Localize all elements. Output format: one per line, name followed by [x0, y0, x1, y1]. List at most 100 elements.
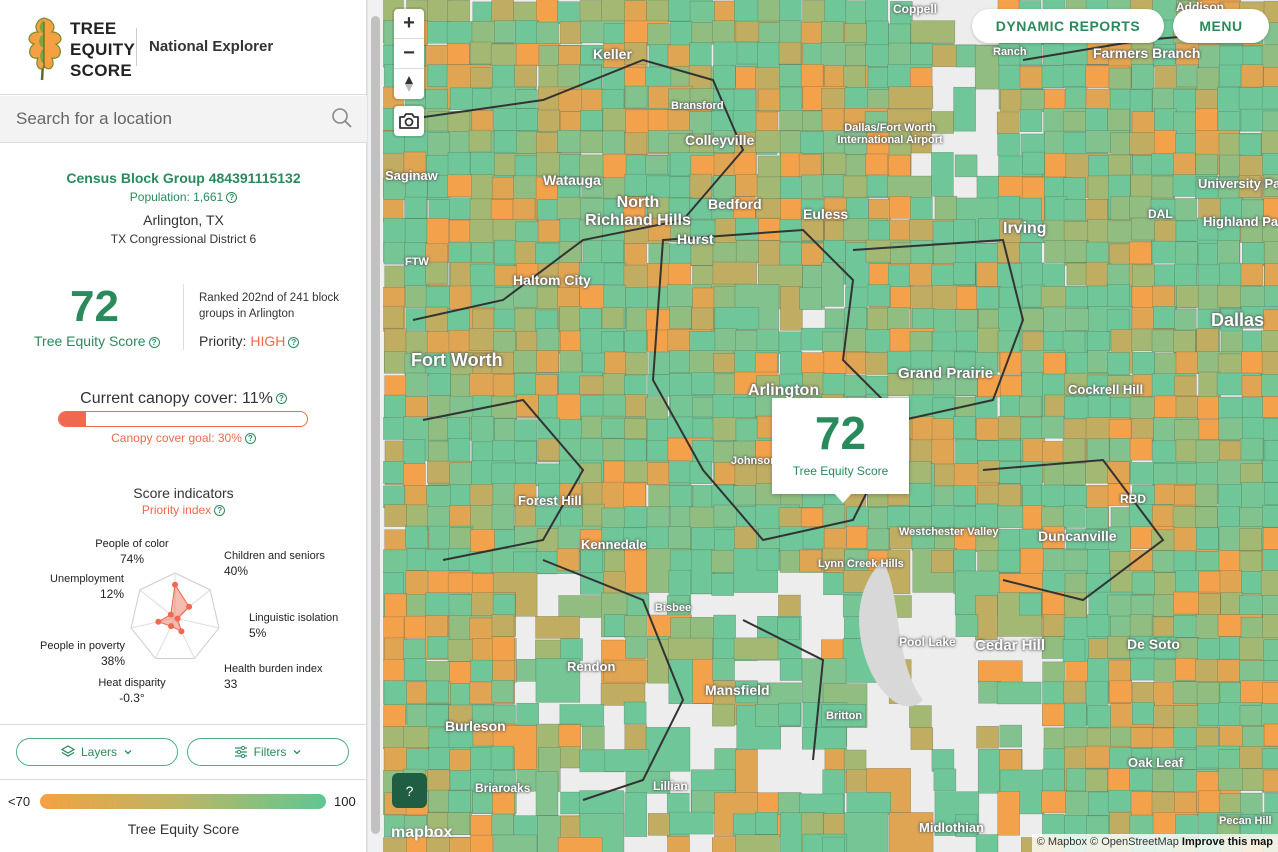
block-group	[1262, 595, 1278, 618]
block-group	[712, 658, 735, 681]
help-icon[interactable]: ?	[214, 505, 226, 517]
map-attribution: © Mapbox © OpenStreetMap Improve this ma…	[1031, 834, 1278, 852]
block-group	[1085, 241, 1109, 265]
block-group	[910, 727, 934, 750]
block-groups	[383, 0, 1278, 852]
help-icon[interactable]: ?	[288, 336, 300, 348]
block-group	[909, 705, 932, 728]
block-group	[1240, 792, 1263, 816]
chevron-down-icon	[124, 750, 132, 755]
search-input[interactable]	[0, 96, 320, 142]
attribution-text[interactable]: © Mapbox © OpenStreetMap	[1036, 836, 1179, 848]
block-group	[1262, 549, 1278, 572]
population-text: Population: 1,661	[129, 190, 224, 204]
indicator-linguistic-isolation: Linguistic isolation 5%	[249, 612, 339, 640]
block-group	[559, 350, 583, 373]
divider	[0, 779, 367, 780]
block-group	[538, 65, 562, 88]
map-label: Briaroaks	[475, 781, 531, 795]
oak-leaf-logo-icon[interactable]	[22, 10, 66, 84]
radar-point	[172, 581, 178, 588]
block-group	[821, 21, 844, 44]
city-name: Arlington, TX	[143, 212, 224, 228]
priority-value: HIGH	[250, 333, 286, 349]
block-group	[514, 441, 537, 464]
block-group	[933, 768, 957, 792]
tree-equity-score-label: Tree Equity Score?	[34, 333, 160, 349]
indicator-people-of-color: People of color 74%	[95, 538, 169, 566]
sidebar-scrollbar[interactable]	[367, 0, 383, 852]
block-group	[931, 111, 954, 134]
search-icon[interactable]	[331, 107, 353, 129]
map-label: Arlington	[748, 382, 820, 399]
block-group	[1154, 352, 1177, 376]
block-group	[559, 704, 605, 727]
map-label: Burleson	[445, 718, 506, 734]
improve-map-link[interactable]: Improve this map	[1181, 836, 1273, 848]
block-group	[406, 836, 429, 852]
radar-point	[168, 623, 175, 630]
radar-point	[155, 618, 162, 625]
block-group	[383, 704, 406, 727]
map-label: Oak Leaf	[1128, 755, 1183, 770]
help-icon[interactable]: ?	[148, 336, 160, 348]
map-label: RBD	[1120, 492, 1146, 506]
dynamic-reports-button[interactable]: DYNAMIC REPORTS	[972, 9, 1164, 43]
choropleth-map[interactable]	[383, 0, 1278, 852]
block-group	[955, 614, 979, 637]
block-group	[843, 749, 867, 773]
map-label: De Soto	[1127, 636, 1180, 652]
mapbox-logo[interactable]: mapbox	[391, 824, 453, 841]
block-group	[624, 42, 647, 65]
block-group	[1044, 394, 1068, 418]
canopy-cover-text: Current canopy cover: 11%	[80, 390, 273, 407]
block-group	[712, 703, 735, 727]
help-icon[interactable]: ?	[226, 192, 238, 204]
block-group	[777, 792, 801, 815]
block-group	[624, 506, 648, 529]
block-group	[754, 352, 778, 376]
map-label: DAL	[1148, 207, 1173, 221]
block-group	[1242, 242, 1265, 265]
score-indicators-title: Score indicators	[133, 485, 234, 501]
menu-button[interactable]: MENU	[1173, 9, 1269, 43]
block-group	[667, 835, 690, 852]
compass-button[interactable]	[394, 69, 424, 99]
block-group	[1063, 463, 1086, 486]
screenshot-button[interactable]	[394, 106, 424, 136]
help-button[interactable]: ?	[392, 773, 427, 808]
help-icon[interactable]: ?	[244, 433, 256, 445]
block-group	[1173, 152, 1196, 176]
help-icon[interactable]: ?	[275, 393, 287, 405]
block-group	[822, 174, 846, 197]
filters-button[interactable]: Filters	[187, 738, 349, 766]
block-group	[1173, 375, 1197, 399]
zoom-in-button[interactable]: +	[394, 9, 424, 39]
block-group	[491, 614, 515, 637]
block-group	[449, 527, 472, 550]
block-group	[822, 373, 846, 396]
map-label: Farmers Branch	[1093, 45, 1201, 61]
legend-max-label: 100	[334, 794, 356, 809]
lake	[859, 560, 923, 707]
map-label: Midlothian	[919, 820, 984, 835]
block-group	[492, 834, 538, 852]
map-canvas[interactable]: Keller Colleyville Saginaw Watauga North Ric…	[383, 0, 1278, 852]
block-group	[733, 485, 756, 508]
block-group	[1176, 285, 1199, 308]
zoom-out-button[interactable]: −	[394, 39, 424, 69]
block-group	[427, 636, 451, 659]
block-group	[581, 88, 604, 112]
block-group	[1198, 570, 1221, 594]
block-group	[1154, 572, 1177, 595]
block-group	[557, 1, 580, 24]
block-group	[384, 351, 407, 374]
radar-point	[174, 615, 181, 622]
radar-points	[155, 581, 193, 635]
block-group	[1153, 306, 1176, 329]
layers-button[interactable]: Layers	[16, 738, 178, 766]
block-group	[600, 683, 646, 706]
scrollbar-thumb[interactable]	[371, 16, 380, 834]
compass-icon	[405, 76, 413, 92]
block-group	[623, 439, 647, 462]
